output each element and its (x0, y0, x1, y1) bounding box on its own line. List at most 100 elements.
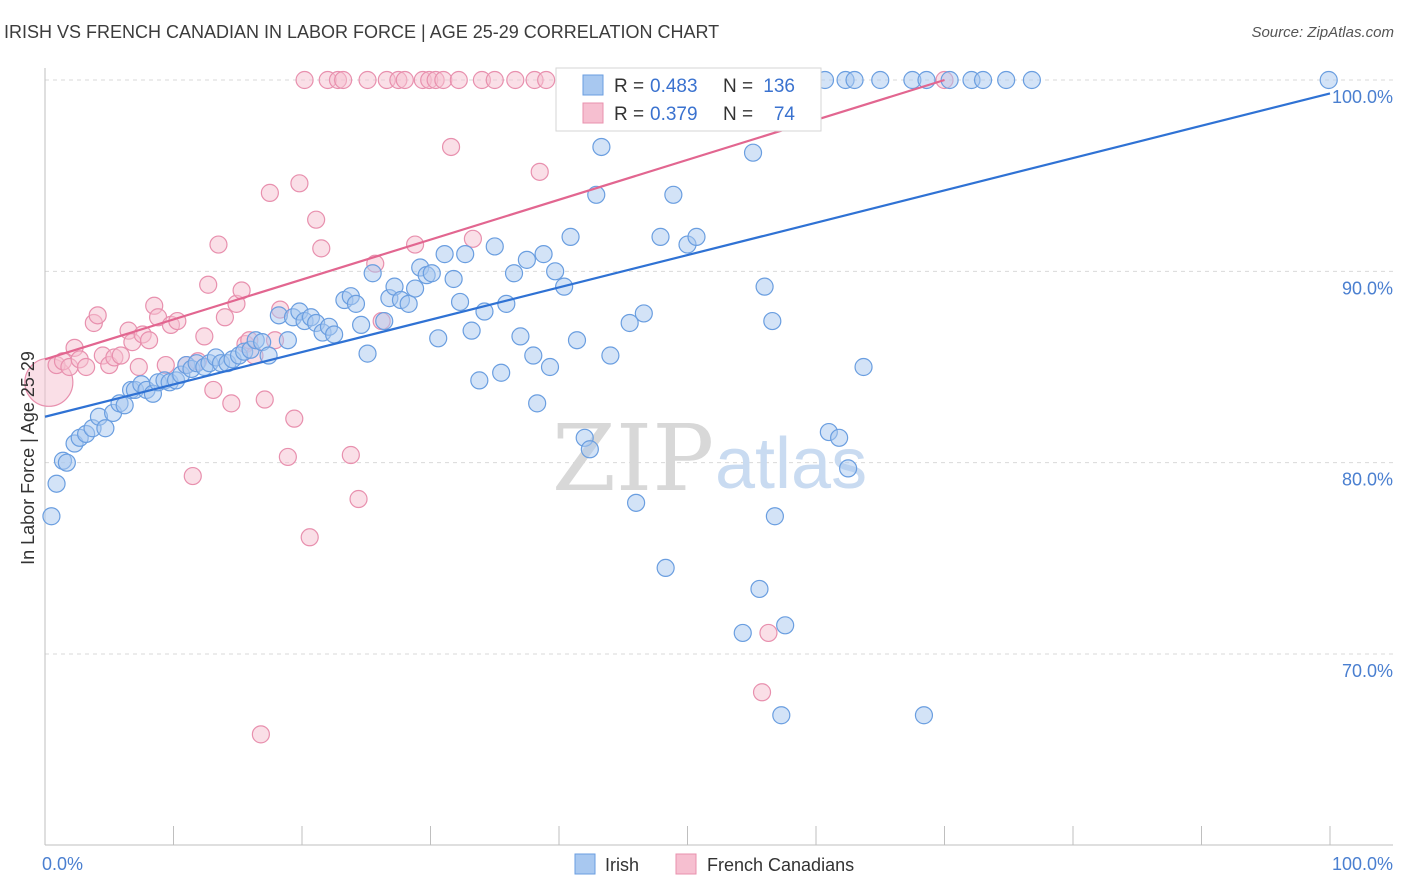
legend: Irish French Canadians (574, 853, 854, 875)
french-canadian-point (222, 394, 241, 413)
stats-french-n-label: N = (723, 104, 753, 125)
irish-point (763, 311, 782, 331)
x-tick-label-min: 0.0% (42, 854, 83, 874)
stats-irish-swatch (582, 74, 604, 96)
irish-point (997, 70, 1016, 90)
french-canadian-point (300, 528, 319, 547)
irish-point (96, 419, 115, 438)
french-canadian-point (199, 275, 218, 294)
irish-point (871, 70, 890, 90)
irish-point (504, 264, 524, 283)
irish-point (325, 325, 344, 344)
french-canadian-point (215, 308, 234, 327)
french-canadian-point (195, 327, 214, 346)
irish-point (561, 227, 580, 246)
series-french-canadians (24, 70, 954, 744)
irish-point (687, 227, 706, 246)
irish-point (517, 250, 536, 269)
irish-point (973, 70, 993, 90)
irish-point (375, 311, 394, 331)
french-canadian-point (358, 70, 377, 90)
irish-point (845, 70, 864, 90)
irish-point (422, 264, 441, 283)
irish-point (47, 474, 66, 493)
french-canadian-point (204, 380, 223, 400)
french-canadian-point (209, 235, 228, 254)
french-canadian-point (312, 239, 331, 258)
y-tick-label: 70.0% (1342, 661, 1393, 681)
french-canadian-point (530, 162, 549, 181)
french-canadian-point (752, 683, 772, 702)
y-tick-label: 80.0% (1342, 470, 1393, 490)
irish-point (592, 137, 611, 157)
french-canadian-point (278, 447, 297, 467)
x-tick-labels: 0.0% 100.0% (42, 854, 1393, 874)
french-canadian-point (77, 357, 96, 377)
source-label: Source: ZipAtlas.com (1251, 24, 1394, 41)
french-canadian-point (88, 306, 107, 325)
irish-point (567, 331, 587, 350)
irish-point (664, 185, 683, 204)
french-canadian-point (537, 70, 556, 90)
irish-point (444, 269, 463, 289)
irish-point (462, 321, 481, 340)
irish-point (450, 292, 470, 312)
irish-point (399, 294, 418, 313)
chart-title: IRISH VS FRENCH CANADIAN IN LABOR FORCE … (4, 22, 720, 42)
french-canadian-point (255, 390, 274, 409)
irish-point (634, 304, 653, 323)
irish-point (456, 245, 475, 264)
french-canadian-point (441, 137, 461, 157)
french-canadian-point (111, 346, 130, 365)
french-canadian-point (295, 70, 314, 90)
stats-french-r-value: 0.379 (650, 104, 698, 125)
x-ticks (44, 826, 1331, 845)
french-canadian-point (251, 725, 270, 744)
irish-point (776, 616, 795, 635)
irish-point (656, 558, 675, 578)
irish-point (363, 264, 382, 283)
irish-point (534, 245, 553, 264)
irish-point (743, 143, 763, 162)
y-axis-label: In Labor Force | Age 25-29 (18, 351, 38, 565)
irish-point (1022, 70, 1041, 90)
irish-point (750, 579, 769, 599)
french-canadian-point (395, 70, 414, 90)
irish-point (492, 363, 511, 382)
legend-irish-label[interactable]: Irish (605, 855, 639, 875)
legend-french-swatch[interactable] (675, 853, 697, 875)
irish-point (620, 313, 639, 333)
french-canadian-point (156, 355, 175, 375)
french-canadian-point (290, 174, 309, 193)
y-tick-label: 90.0% (1342, 278, 1393, 298)
watermark-zip: ZIP (552, 405, 714, 512)
irish-point (358, 344, 377, 363)
french-canadian-point (285, 409, 304, 428)
legend-french-label[interactable]: French Canadians (707, 855, 854, 875)
irish-point (497, 294, 516, 313)
irish-point (540, 357, 560, 377)
irish-point (352, 315, 371, 335)
stats-irish-n-value: 136 (763, 76, 795, 97)
irish-point (755, 277, 774, 296)
french-canadian-point (139, 331, 159, 350)
french-canadian-point (307, 210, 326, 229)
french-canadian-point (759, 623, 778, 643)
irish-point (580, 440, 599, 459)
irish-point (278, 331, 297, 350)
irish-point (470, 371, 489, 390)
legend-irish-swatch[interactable] (574, 853, 596, 875)
stats-french-swatch (582, 102, 604, 124)
french-canadian-point (349, 489, 368, 509)
irish-point (346, 294, 366, 313)
irish-point (485, 237, 504, 256)
french-canadian-point (434, 70, 453, 90)
irish-point (42, 507, 61, 526)
irish-point (511, 327, 530, 346)
irish-point (651, 227, 670, 246)
stats-irish-r-value: 0.483 (650, 76, 698, 97)
x-tick-label-max: 100.0% (1332, 854, 1393, 874)
french-canadian-point (183, 466, 202, 486)
irish-point (405, 279, 425, 298)
